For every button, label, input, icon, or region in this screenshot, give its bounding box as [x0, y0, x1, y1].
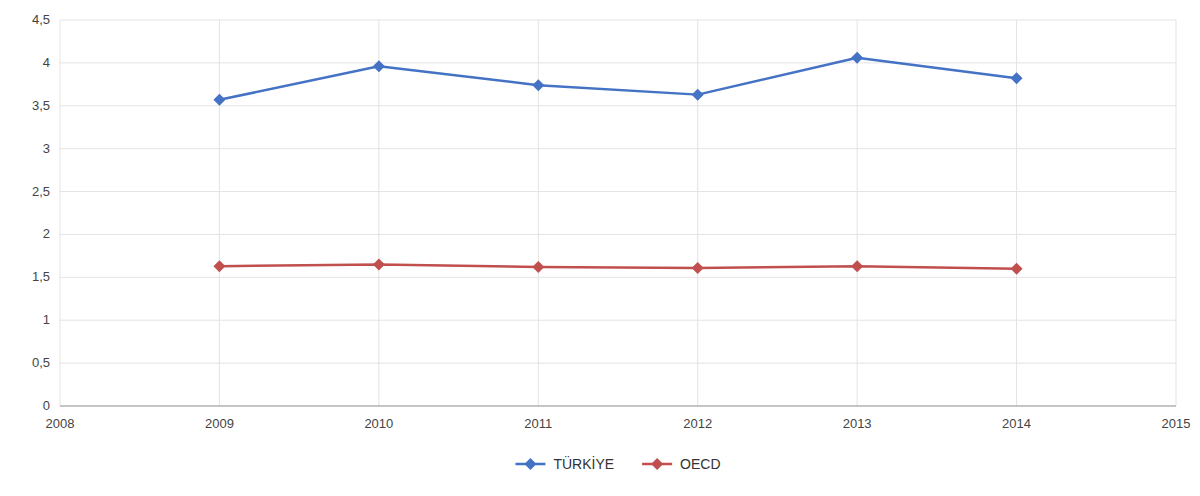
chart-container: 0 0,5 1 1,5 2 2,5 3 3,5 4 4,5 2008 2009 2010 2011 2012…: [0, 0, 1200, 496]
series-marker: [692, 262, 704, 274]
series-marker: [692, 89, 704, 101]
y-grid-line: [60, 363, 1176, 364]
series-group: [213, 52, 1022, 275]
series: [213, 258, 1022, 274]
y-grid-line: [60, 148, 1176, 149]
y-grid-line: [60, 191, 1176, 192]
series-marker: [373, 60, 385, 72]
x-grid-line: [538, 20, 539, 406]
y-tick-label: 4: [43, 55, 50, 70]
x-grid-line: [378, 20, 379, 406]
y-grid-line: [60, 20, 1176, 21]
legend-label: OECD: [680, 456, 720, 472]
series-marker: [213, 94, 225, 106]
y-tick-label: 3,5: [32, 98, 50, 113]
legend-marker: [524, 458, 536, 470]
axes: 0 0,5 1 1,5 2 2,5 3 3,5 4 4,5 2008 2009 2010 2011 2012…: [32, 12, 1191, 431]
plot-area: [60, 20, 1176, 406]
legend-label: TÜRKİYE: [553, 455, 614, 472]
series-marker: [851, 52, 863, 64]
y-grid-line: [60, 62, 1176, 63]
legend-marker: [651, 458, 663, 470]
y-tick-label: 2,5: [32, 184, 50, 199]
series: [213, 52, 1022, 106]
y-tick-label: 0,5: [32, 355, 50, 370]
series-marker: [373, 258, 385, 270]
series-line: [219, 264, 1016, 268]
legend: TÜRKİYE OECD: [515, 455, 720, 472]
grid: [60, 20, 1176, 406]
x-grid-line: [857, 20, 858, 406]
x-tick-label: 2009: [205, 416, 234, 431]
y-tick-label: 2: [43, 226, 50, 241]
y-grid-line: [60, 320, 1176, 321]
y-grid-line: [60, 406, 1176, 407]
y-tick-label: 0: [43, 398, 50, 413]
x-tick-label: 2008: [46, 416, 75, 431]
y-grid-line: [60, 277, 1176, 278]
series-marker: [532, 261, 544, 273]
x-tick-label: 2012: [683, 416, 712, 431]
x-axis-line: [60, 406, 1176, 407]
legend-item: TÜRKİYE: [515, 455, 614, 472]
x-tick-label: 2014: [1002, 416, 1031, 431]
series-marker: [851, 260, 863, 272]
series-marker: [213, 260, 225, 272]
x-tick-label: 2010: [364, 416, 393, 431]
series-line: [219, 58, 1016, 100]
y-tick-label: 1,5: [32, 269, 50, 284]
y-grid-line: [60, 234, 1176, 235]
x-tick-label: 2011: [524, 416, 552, 431]
chart-svg: 0 0,5 1 1,5 2 2,5 3 3,5 4 4,5 2008 2009 2010 2011 2012…: [0, 0, 1200, 496]
y-tick-label: 3: [43, 141, 50, 156]
y-grid-line: [60, 105, 1176, 106]
series-marker: [532, 79, 544, 91]
x-tick-label: 2013: [843, 416, 872, 431]
x-grid-line: [1176, 20, 1177, 406]
x-grid-line: [697, 20, 698, 406]
series-marker: [1011, 263, 1023, 275]
y-tick-label: 1: [43, 312, 50, 327]
y-tick-label: 4,5: [32, 12, 50, 27]
x-grid-line: [60, 20, 61, 406]
series-marker: [1011, 72, 1023, 84]
x-tick-label: 2015: [1162, 416, 1191, 431]
legend-item: OECD: [642, 456, 720, 472]
x-grid-line: [219, 20, 220, 406]
